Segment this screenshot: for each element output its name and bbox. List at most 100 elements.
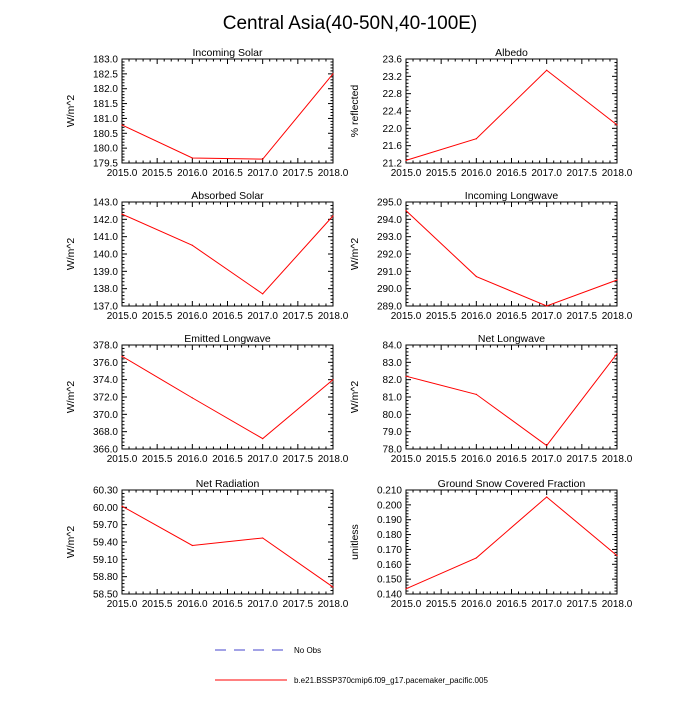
- x-tick-label: 2015.0: [107, 599, 138, 610]
- y-tick-label: 181.5: [93, 99, 118, 110]
- x-tick-label: 2016.5: [496, 168, 527, 179]
- legend-model-label: b.e21.BSSP370cmip6.f09_g17.pacemaker_pac…: [294, 676, 488, 685]
- plot-frame: [121, 58, 334, 164]
- plot-frame: [405, 344, 618, 450]
- series-line: [121, 505, 334, 588]
- y-axis-label: W/m^2: [349, 381, 361, 414]
- y-axis-label: W/m^2: [65, 381, 77, 414]
- y-tick-label: 59.10: [93, 555, 118, 566]
- series-line: [405, 210, 618, 307]
- panel-title: Ground Snow Covered Fraction: [438, 478, 586, 490]
- x-tick-label: 2015.0: [107, 454, 138, 465]
- data-point: [405, 375, 407, 377]
- plot-frame: [405, 489, 618, 595]
- y-tick-label: 80.0: [383, 410, 403, 421]
- x-tick-label: 2016.0: [461, 599, 492, 610]
- x-tick-label: 2017.5: [567, 168, 598, 179]
- y-tick-label: 79.0: [383, 427, 403, 438]
- data-point: [546, 69, 548, 71]
- y-tick-label: 0.200: [377, 500, 402, 511]
- y-tick-label: 181.0: [93, 114, 118, 125]
- y-tick-label: 59.40: [93, 538, 118, 549]
- x-tick-label: 2015.5: [142, 454, 173, 465]
- y-tick-label: 0.150: [377, 575, 402, 586]
- data-point: [121, 505, 123, 507]
- y-tick-label: 141.0: [93, 232, 118, 243]
- y-tick-label: 60.00: [93, 503, 118, 514]
- y-tick-label: 183.0: [93, 55, 118, 66]
- panel-2: Albedo % reflected 2015.0 2015.5 2016.0 2016.…: [349, 47, 633, 179]
- x-tick-label: 2017.0: [531, 599, 562, 610]
- y-tick-label: 289.0: [377, 302, 402, 313]
- y-tick-label: 295.0: [377, 198, 402, 209]
- y-tick-label: 180.0: [93, 144, 118, 155]
- legend-obs-label: No Obs: [294, 646, 321, 655]
- plot-frame: [405, 201, 618, 307]
- y-tick-label: 368.0: [93, 427, 118, 438]
- y-tick-label: 22.8: [383, 89, 403, 100]
- x-tick-label: 2015.0: [391, 599, 422, 610]
- panel-4: Incoming Longwave W/m^2 2015.0 2015.5 2016.0…: [349, 190, 633, 322]
- y-tick-label: 374.0: [93, 375, 118, 386]
- x-tick-label: 2016.5: [212, 168, 243, 179]
- x-tick-label: 2016.5: [496, 454, 527, 465]
- x-tick-label: 2018.0: [318, 168, 349, 179]
- y-tick-label: 137.0: [93, 302, 118, 313]
- panel-5: Emitted Longwave W/m^2 2015.0 2015.5 2016.0 2…: [65, 333, 349, 465]
- x-tick-label: 2016.0: [177, 311, 208, 322]
- data-point: [332, 73, 334, 75]
- y-tick-label: 139.0: [93, 267, 118, 278]
- data-point: [262, 438, 264, 440]
- data-point: [121, 355, 123, 357]
- data-point: [121, 124, 123, 126]
- x-tick-label: 2017.0: [247, 454, 278, 465]
- x-tick-label: 2018.0: [318, 454, 349, 465]
- panel-title: Emitted Longwave: [184, 333, 271, 345]
- y-tick-label: 21.2: [383, 159, 403, 170]
- x-tick-label: 2015.5: [426, 168, 457, 179]
- x-tick-label: 2017.5: [283, 168, 314, 179]
- y-tick-label: 0.190: [377, 515, 402, 526]
- x-tick-label: 2017.0: [247, 168, 278, 179]
- x-tick-label: 2016.0: [177, 168, 208, 179]
- x-tick-label: 2016.5: [496, 599, 527, 610]
- y-tick-label: 23.6: [383, 55, 403, 66]
- panel-title: Incoming Longwave: [465, 190, 559, 202]
- data-point: [616, 555, 618, 557]
- x-tick-label: 2017.5: [283, 454, 314, 465]
- plot-frame: [121, 344, 334, 450]
- y-axis-label: W/m^2: [349, 238, 361, 271]
- y-tick-label: 179.5: [93, 159, 118, 170]
- y-tick-label: 140.0: [93, 250, 118, 261]
- y-tick-label: 78.0: [383, 445, 403, 456]
- data-point: [191, 544, 193, 547]
- x-tick-label: 2015.0: [391, 454, 422, 465]
- data-point: [546, 305, 548, 307]
- x-tick-label: 2016.5: [212, 454, 243, 465]
- y-tick-label: 378.0: [93, 341, 118, 352]
- x-tick-label: 2016.0: [177, 454, 208, 465]
- y-tick-label: 294.0: [377, 215, 402, 226]
- panel-title: Incoming Solar: [192, 47, 263, 59]
- y-axis-label: W/m^2: [65, 526, 77, 559]
- panel-3: Absorbed Solar W/m^2 2015.0 2015.5 2016.0 201…: [65, 190, 349, 322]
- x-tick-label: 2016.0: [461, 311, 492, 322]
- x-tick-label: 2016.5: [212, 599, 243, 610]
- x-tick-label: 2017.0: [247, 311, 278, 322]
- y-tick-label: 182.5: [93, 69, 118, 80]
- panel-title: Net Longwave: [478, 333, 545, 345]
- series-line: [121, 213, 334, 295]
- x-tick-label: 2018.0: [602, 168, 633, 179]
- y-tick-label: 0.170: [377, 545, 402, 556]
- plot-frame: [405, 58, 618, 164]
- y-tick-label: 291.0: [377, 267, 402, 278]
- x-tick-label: 2018.0: [318, 599, 349, 610]
- y-tick-label: 138.0: [93, 284, 118, 295]
- data-point: [121, 213, 123, 215]
- y-tick-label: 290.0: [377, 284, 402, 295]
- y-axis-label: W/m^2: [65, 95, 77, 128]
- y-tick-label: 0.140: [377, 590, 402, 601]
- x-tick-label: 2015.5: [142, 168, 173, 179]
- data-point: [616, 353, 618, 355]
